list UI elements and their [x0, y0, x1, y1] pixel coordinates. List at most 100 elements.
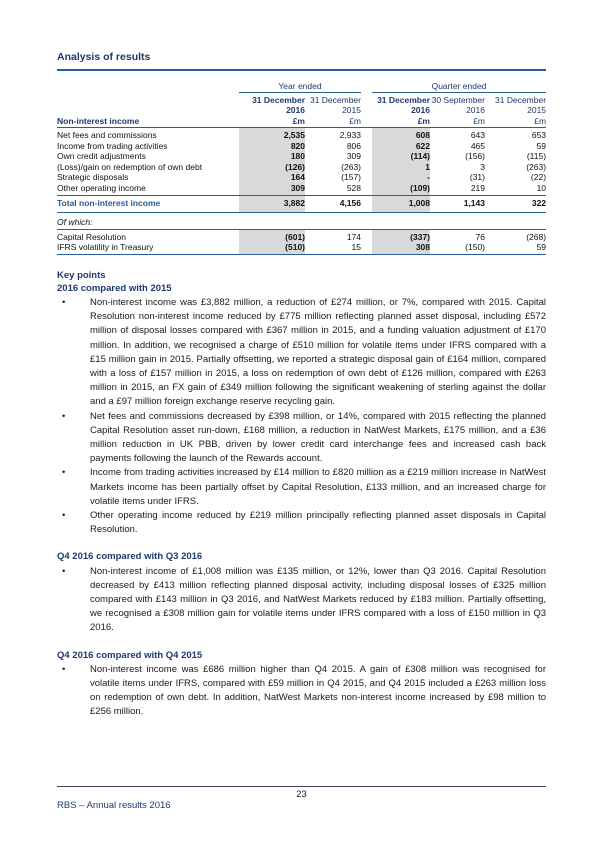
cell-value: 806 [346, 140, 361, 151]
cell-value: 76 [475, 231, 485, 242]
column-header: 31 December 2016 [377, 94, 430, 115]
cell-value: 465 [470, 140, 485, 151]
row-label: IFRS volatility in Treasury [57, 242, 239, 255]
key-points-heading: Key points [57, 269, 106, 281]
bullet-icon: • [62, 467, 66, 479]
page-title: Analysis of results [57, 51, 546, 71]
unit-label: £m [372, 114, 430, 128]
of-which-label: Of which: [57, 212, 547, 231]
cell-value: (31) [469, 172, 485, 183]
non-interest-income-table: Year ended Quarter ended 31 December 201… [57, 81, 547, 255]
date-header-row: 31 December 2016 31 December 2015 31 Dec… [57, 92, 546, 115]
row-label: Income from trading activities [57, 140, 168, 151]
bullet-icon: • [62, 565, 66, 577]
bullet-item: • Non-interest income of £1,008 million … [57, 565, 546, 636]
unit-header-row: Non-interest income £m £m £m £m £m [57, 114, 547, 128]
cell-value: 15 [305, 242, 361, 255]
total-label: Total non-interest income [57, 195, 239, 213]
cell-value: (337) [372, 229, 430, 243]
cell-value: (263) [341, 161, 361, 172]
cell-value: 2,535 [239, 127, 305, 141]
cell-value: 4,156 [305, 195, 361, 213]
section-heading-q4-vs-q4: Q4 2016 compared with Q4 2015 [57, 649, 203, 661]
column-header: 31 December 2015 [309, 94, 361, 115]
row-label: Own credit adjustments [57, 151, 146, 162]
cell-value: 528 [305, 182, 361, 196]
column-header: 31 December 2015 [495, 94, 547, 115]
bullet-item: • Income from trading activities increas… [57, 466, 546, 509]
cell-value: 10 [485, 182, 547, 196]
cell-value: (263) [526, 161, 547, 172]
cell-value: 219 [430, 182, 485, 196]
bullet-icon: • [62, 296, 66, 308]
cell-value: (109) [372, 182, 430, 196]
row-label: Other operating income [57, 182, 239, 196]
bullet-icon: • [62, 410, 66, 422]
bullet-icon: • [62, 510, 66, 521]
unit-label: £m [430, 114, 485, 128]
bullet-item: • Other operating income reduced by £219… [57, 509, 546, 537]
bullet-text: Other operating income reduced by £219 m… [90, 510, 546, 536]
table-row: IFRS volatility in Treasury (510) 15 308… [57, 242, 547, 255]
unit-label: £m [239, 114, 305, 128]
bullet-icon: • [62, 663, 66, 675]
cell-value: (156) [465, 151, 485, 162]
cell-value: 309 [346, 151, 361, 162]
table-row: Strategic disposals 164 (157) - (31) (22… [57, 172, 546, 183]
page-content: Analysis of results Year ended Quarter e… [57, 51, 547, 720]
cell-value: (268) [526, 231, 547, 242]
cell-value: 164 [239, 172, 305, 183]
cell-value: (157) [341, 172, 361, 183]
table-row: Net fees and commissions 2,535 2,933 608… [57, 127, 547, 141]
cell-value: (22) [530, 172, 547, 183]
bullet-item: • Non-interest income was £686 million h… [57, 663, 546, 720]
total-row: Total non-interest income 3,882 4,156 1,… [57, 195, 547, 213]
cell-value: 820 [239, 140, 305, 152]
cell-value: 653 [531, 130, 547, 140]
bullet-item: • Non-interest income was £3,882 million… [57, 296, 546, 410]
group-header-year-ended: Year ended [239, 81, 361, 93]
bullet-item: • Net fees and commissions decreased by … [57, 410, 546, 467]
cell-value: 309 [239, 182, 305, 196]
table-row: Income from trading activities 820 806 6… [57, 140, 547, 152]
table-row: (Loss)/gain on redemption of own debt (1… [57, 161, 547, 173]
group-header-quarter-ended: Quarter ended [372, 81, 547, 93]
unit-label: £m [305, 114, 361, 128]
cell-value: 308 [372, 242, 430, 255]
cell-value: 3 [480, 161, 485, 172]
cell-value: 59 [536, 140, 547, 151]
bullet-text: Net fees and commissions decreased by £3… [90, 410, 546, 465]
bullet-text: Non-interest income of £1,008 million wa… [90, 565, 546, 634]
cell-value: 1,008 [372, 195, 430, 213]
row-header: Non-interest income [57, 114, 239, 128]
cell-value: 622 [372, 140, 430, 152]
cell-value: (150) [430, 242, 485, 255]
cell-value: 1 [372, 161, 430, 173]
cell-value: (115) [526, 151, 547, 162]
of-which-row: Of which: [57, 212, 547, 231]
section-heading-q4-vs-q3: Q4 2016 compared with Q3 2016 [57, 551, 203, 563]
cell-value: 174 [346, 231, 361, 242]
cell-value: (510) [239, 242, 305, 255]
cell-value: (601) [239, 229, 305, 243]
column-header: 31 December 2016 [252, 94, 305, 115]
cell-value: 2,933 [339, 130, 361, 140]
row-label: Strategic disposals [57, 172, 129, 183]
row-label: Net fees and commissions [57, 130, 157, 140]
cell-value: 1,143 [430, 195, 485, 213]
table-row: Capital Resolution (601) 174 (337) 76 (2… [57, 229, 547, 243]
cell-value: 59 [485, 242, 547, 255]
footer-divider [57, 786, 546, 787]
cell-value: (126) [239, 161, 305, 173]
cell-value: 180 [239, 151, 305, 162]
cell-value: - [372, 172, 430, 183]
unit-label: £m [485, 114, 547, 128]
bullet-text: Non-interest income was £686 million hig… [90, 663, 546, 718]
footer-brand-text: RBS – Annual results 2016 [57, 800, 171, 811]
column-header: 30 September 2016 [431, 94, 485, 115]
cell-value: 608 [372, 127, 430, 141]
page-number: 23 [296, 789, 307, 800]
section-heading-2016-vs-2015: 2016 compared with 2015 [57, 282, 172, 294]
row-label: Capital Resolution [57, 231, 126, 242]
cell-value: 322 [485, 195, 547, 213]
